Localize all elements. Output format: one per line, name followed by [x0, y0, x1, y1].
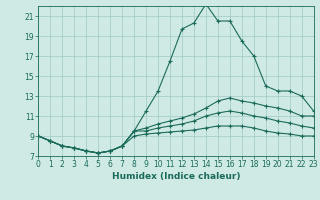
X-axis label: Humidex (Indice chaleur): Humidex (Indice chaleur): [112, 172, 240, 181]
